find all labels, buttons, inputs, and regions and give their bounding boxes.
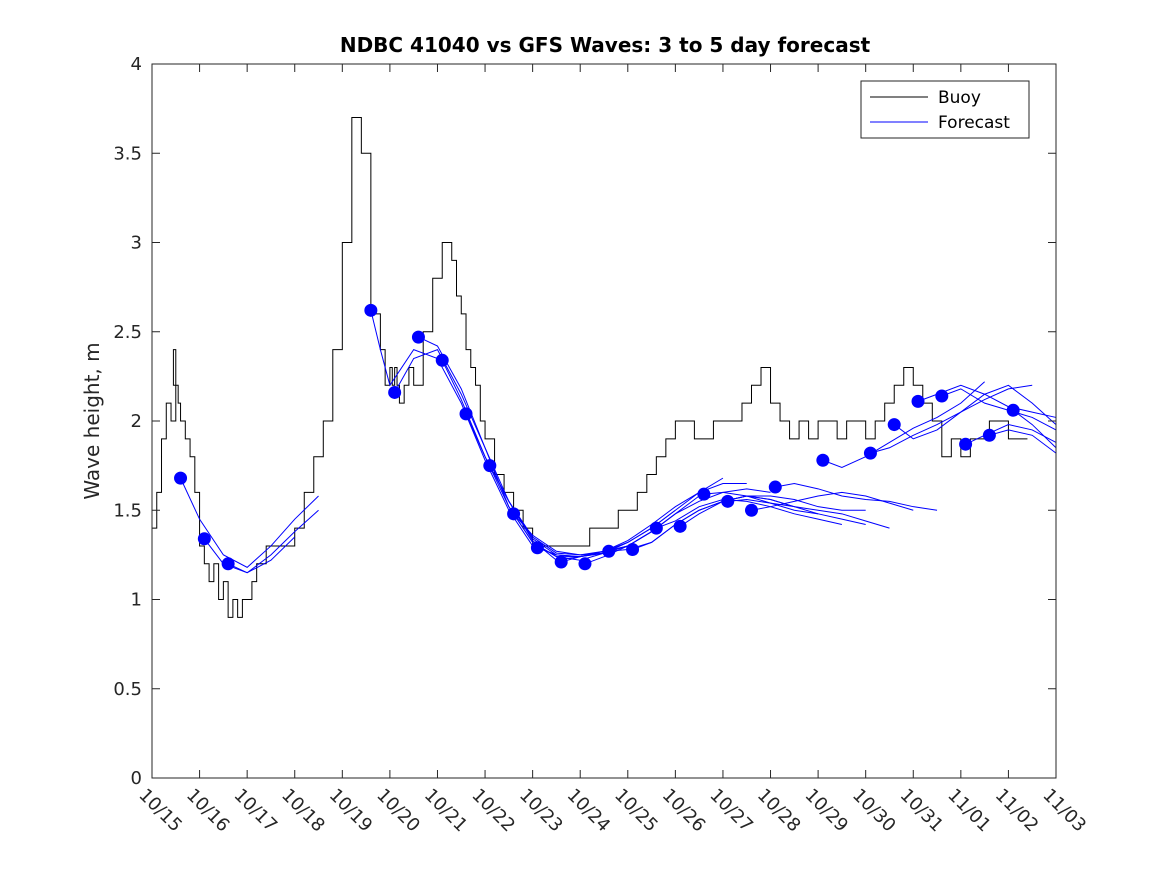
y-tick-label: 2 xyxy=(131,411,142,432)
forecast-run-line xyxy=(870,384,1033,454)
chart-title: NDBC 41040 vs GFS Waves: 3 to 5 day fore… xyxy=(340,33,871,57)
axes-background xyxy=(152,64,1056,778)
forecast-run-line xyxy=(227,536,296,574)
y-tick-label: 0.5 xyxy=(113,679,142,700)
forecast-marker xyxy=(364,303,378,317)
forecast-run-line xyxy=(941,388,1057,431)
forecast-run-line xyxy=(703,491,866,526)
forecast-marker xyxy=(197,532,211,546)
forecast-marker xyxy=(935,389,949,403)
forecast-marker xyxy=(411,330,425,344)
forecast-marker xyxy=(459,407,473,421)
forecast-marker xyxy=(507,507,521,521)
forecast-marker xyxy=(911,394,925,408)
y-tick-label: 4 xyxy=(131,54,142,75)
forecast-run-line xyxy=(1012,409,1057,449)
forecast-marker xyxy=(959,437,973,451)
forecast-marker xyxy=(887,418,901,432)
forecast-run-line xyxy=(537,477,724,558)
forecast-marker xyxy=(602,544,616,558)
forecast-run-line xyxy=(370,310,557,556)
forecast-marker xyxy=(388,385,402,399)
y-tick-label: 1.5 xyxy=(113,500,142,521)
y-tick-label: 1 xyxy=(131,590,142,611)
forecast-run-line xyxy=(822,381,985,468)
y-axis-label: Wave height, m xyxy=(80,342,104,499)
forecast-marker xyxy=(697,487,711,501)
forecast-marker xyxy=(554,555,568,569)
forecast-run-line xyxy=(656,499,843,529)
forecast-marker xyxy=(483,459,497,473)
forecast-marker xyxy=(721,494,735,508)
buoy-series-line xyxy=(152,117,1028,618)
y-tick-label: 0 xyxy=(131,768,142,789)
legend: Buoy Forecast xyxy=(860,80,1030,139)
forecast-run-line xyxy=(727,499,890,529)
forecast-marker xyxy=(578,557,592,571)
forecast-marker xyxy=(816,453,830,467)
forecast-run-line xyxy=(679,495,866,527)
y-tick-label: 3.5 xyxy=(113,143,142,164)
forecast-marker xyxy=(768,480,782,494)
forecast-marker xyxy=(435,353,449,367)
forecast-marker xyxy=(982,428,996,442)
plot-area: 00.511.522.533.5410/1510/1610/1710/1810/… xyxy=(113,54,1090,836)
forecast-marker xyxy=(626,543,640,557)
forecast-run-line xyxy=(775,482,938,511)
forecast-marker xyxy=(673,519,687,533)
y-tick-label: 2.5 xyxy=(113,322,142,343)
forecast-marker xyxy=(744,503,758,517)
forecast-run-line xyxy=(180,477,319,568)
legend-box xyxy=(860,80,1030,139)
forecast-run-line xyxy=(965,424,1057,445)
forecast-marker xyxy=(221,557,235,571)
forecast-marker xyxy=(649,521,663,535)
forecast-marker xyxy=(1006,403,1020,417)
legend-buoy-label: Buoy xyxy=(938,88,981,108)
forecast-run-line xyxy=(893,384,1057,440)
marker-layer xyxy=(174,303,1020,571)
forecast-run-line xyxy=(203,509,319,574)
forecast-marker xyxy=(530,541,544,555)
forecast-marker xyxy=(174,471,188,485)
y-tick-label: 3 xyxy=(131,233,142,254)
forecast-marker xyxy=(863,446,877,460)
forecast-run-line xyxy=(989,429,1057,454)
forecast-run-line xyxy=(751,491,914,511)
legend-forecast-label: Forecast xyxy=(938,113,1010,133)
